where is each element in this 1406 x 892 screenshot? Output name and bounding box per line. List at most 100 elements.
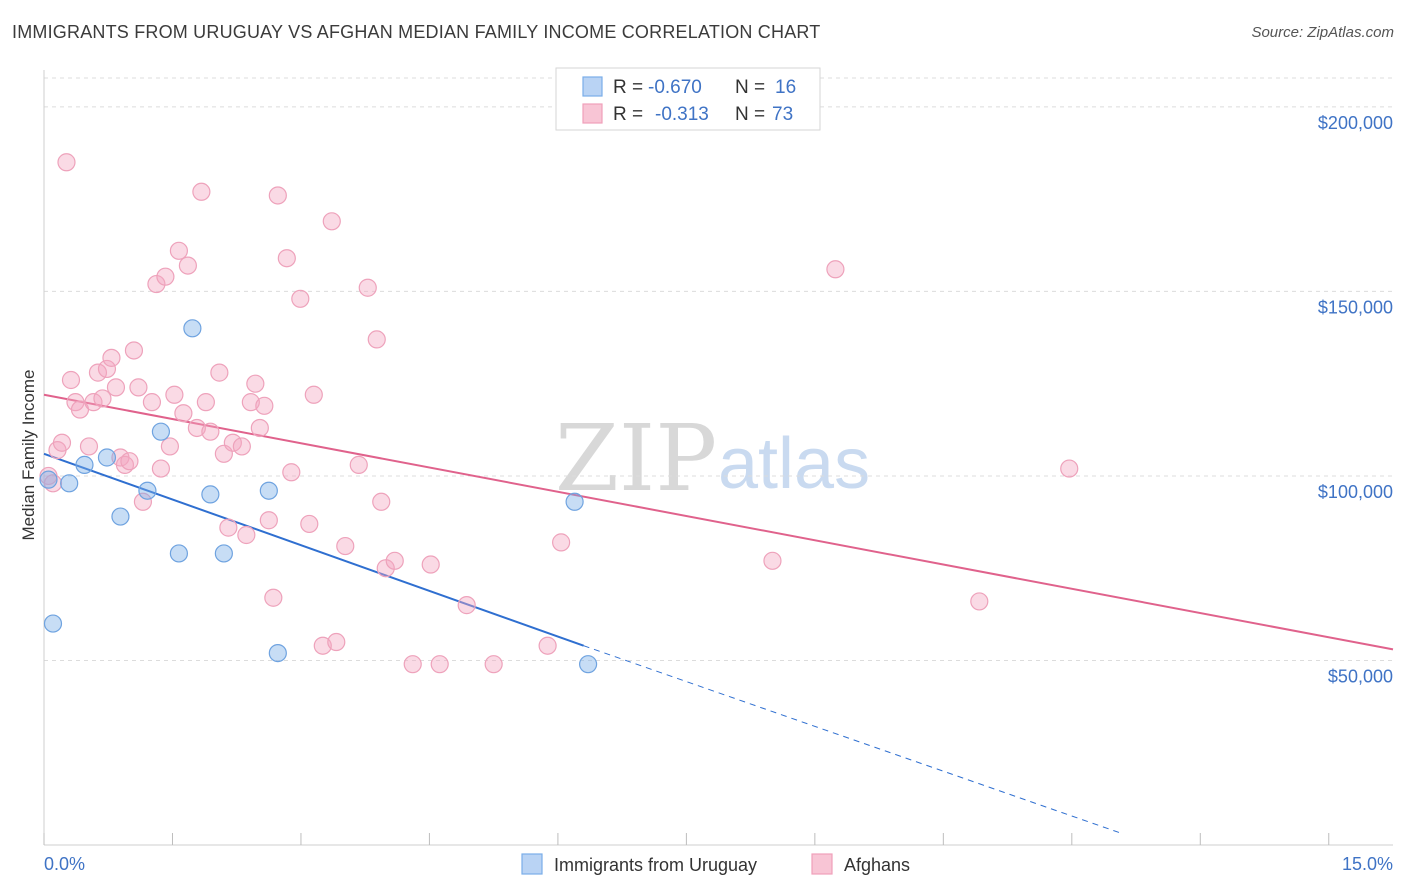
point-afghans-21 (160, 437, 180, 456)
point-afghans-71 (93, 389, 112, 408)
point-afghans-46 (300, 514, 319, 534)
point-afghans-38 (250, 418, 269, 438)
axes (43, 70, 1393, 846)
point-afghans-59 (421, 555, 440, 574)
point-uruguay-2 (75, 455, 94, 474)
point-afghans-40 (259, 511, 278, 530)
legend-n-value-2: 73 (772, 104, 793, 125)
point-afghans-30 (210, 363, 229, 382)
point-afghans-10 (102, 348, 121, 367)
point-afghans-62 (484, 655, 503, 674)
point-afghans-43 (277, 249, 296, 268)
legend-r-value-2: -0.313 (655, 104, 709, 125)
point-afghans-60 (430, 655, 449, 674)
bottom-legend-swatch-uruguay (521, 853, 543, 875)
point-uruguay-5 (138, 481, 157, 500)
grid-lines (44, 77, 1393, 661)
point-uruguay-4 (111, 507, 130, 526)
bottom-legend-label-afghans: Afghans (844, 855, 910, 875)
watermark-zip: ZIP (555, 405, 717, 512)
point-afghans-65 (763, 551, 782, 570)
point-afghans-63 (538, 636, 557, 655)
point-uruguay-0 (39, 470, 58, 489)
y-tick-labels: $50,000 $100,000 $150,000 $200,000 (1318, 113, 1393, 687)
point-uruguay-15 (43, 614, 63, 633)
legend-n-label-2: N = (735, 104, 765, 125)
point-afghans-68 (1060, 459, 1079, 478)
point-uruguay-13 (565, 492, 584, 511)
chart-title: IMMIGRANTS FROM URUGUAY VS AFGHAN MEDIAN… (12, 22, 821, 42)
trend-line-afghans (43, 393, 1394, 651)
point-afghans-2 (52, 433, 72, 452)
point-afghans-61 (457, 596, 476, 615)
point-afghans-67 (970, 592, 989, 611)
point-afghans-17 (133, 492, 153, 511)
point-afghans-35 (237, 525, 256, 545)
point-afghans-48 (313, 636, 332, 655)
trend-lines (43, 393, 1394, 835)
point-uruguay-6 (151, 422, 171, 441)
series-legend: Immigrants from Uruguay Afghans (521, 853, 910, 875)
point-afghans-57 (385, 551, 404, 570)
point-afghans-53 (358, 278, 377, 297)
point-uruguay-10 (214, 544, 233, 563)
point-afghans-14 (120, 452, 139, 471)
legend-r-label-1: R = (613, 77, 643, 98)
y-tick-label-100000: $100,000 (1318, 482, 1393, 502)
point-afghans-58 (403, 655, 422, 674)
point-afghans-52 (349, 455, 368, 474)
point-afghans-37 (246, 374, 265, 393)
point-uruguay-9 (201, 485, 220, 504)
point-afghans-7 (84, 393, 103, 412)
point-afghans-54 (367, 330, 386, 349)
y-tick-label-150000: $150,000 (1318, 297, 1393, 317)
point-afghans-28 (196, 393, 215, 412)
point-afghans-22 (165, 385, 184, 404)
point-afghans-34 (232, 437, 251, 456)
point-afghans-64 (552, 533, 571, 552)
point-afghans-26 (187, 418, 206, 438)
legend-r-value-1: -0.670 (648, 77, 702, 98)
point-uruguay-8 (183, 319, 202, 338)
point-uruguay-12 (268, 643, 287, 663)
point-afghans-42 (268, 186, 287, 205)
point-uruguay-11 (259, 481, 278, 500)
point-afghans-45 (291, 289, 310, 308)
point-afghans-23 (169, 241, 188, 260)
point-afghans-47 (304, 385, 323, 404)
point-uruguay-1 (60, 474, 79, 493)
point-afghans-29 (201, 422, 220, 441)
point-afghans-8 (88, 363, 108, 382)
y-axis-label: Median Family Income (19, 369, 38, 540)
point-afghans-50 (327, 632, 346, 652)
data-points (39, 153, 1079, 674)
y-tick-label-200000: $200,000 (1318, 113, 1393, 133)
point-afghans-16 (129, 378, 148, 397)
point-afghans-11 (106, 378, 126, 397)
legend-swatch-afghans (582, 103, 603, 124)
point-uruguay-7 (169, 544, 188, 563)
point-afghans-25 (178, 256, 197, 275)
y-tick-label-50000: $50,000 (1328, 666, 1393, 686)
trend-line-uruguay-extension (583, 645, 1124, 835)
point-afghans-33 (223, 433, 242, 452)
legend-r-label-2: R = (613, 104, 643, 125)
x-tick-label-max: 15.0% (1342, 854, 1393, 874)
x-tick-label-min: 0.0% (44, 854, 85, 874)
bottom-legend-swatch-afghans (811, 853, 833, 875)
source-label: Source: ZipAtlas.com (1251, 24, 1394, 41)
point-afghans-3 (61, 370, 81, 390)
point-afghans-51 (336, 536, 355, 556)
point-afghans-41 (264, 588, 283, 607)
point-afghans-36 (241, 393, 260, 412)
point-afghans-9 (97, 359, 117, 379)
bottom-legend-label-uruguay: Immigrants from Uruguay (554, 855, 757, 875)
stats-legend: R = -0.670 N = 16 R = -0.313 N = 73 (555, 67, 821, 131)
point-afghans-27 (192, 182, 211, 201)
legend-swatch-uruguay (582, 76, 603, 97)
point-afghans-66 (826, 260, 845, 279)
trend-line-uruguay (43, 452, 584, 647)
point-afghans-44 (282, 463, 301, 482)
point-afghans-6 (79, 437, 99, 456)
legend-n-value-1: 16 (775, 77, 796, 98)
